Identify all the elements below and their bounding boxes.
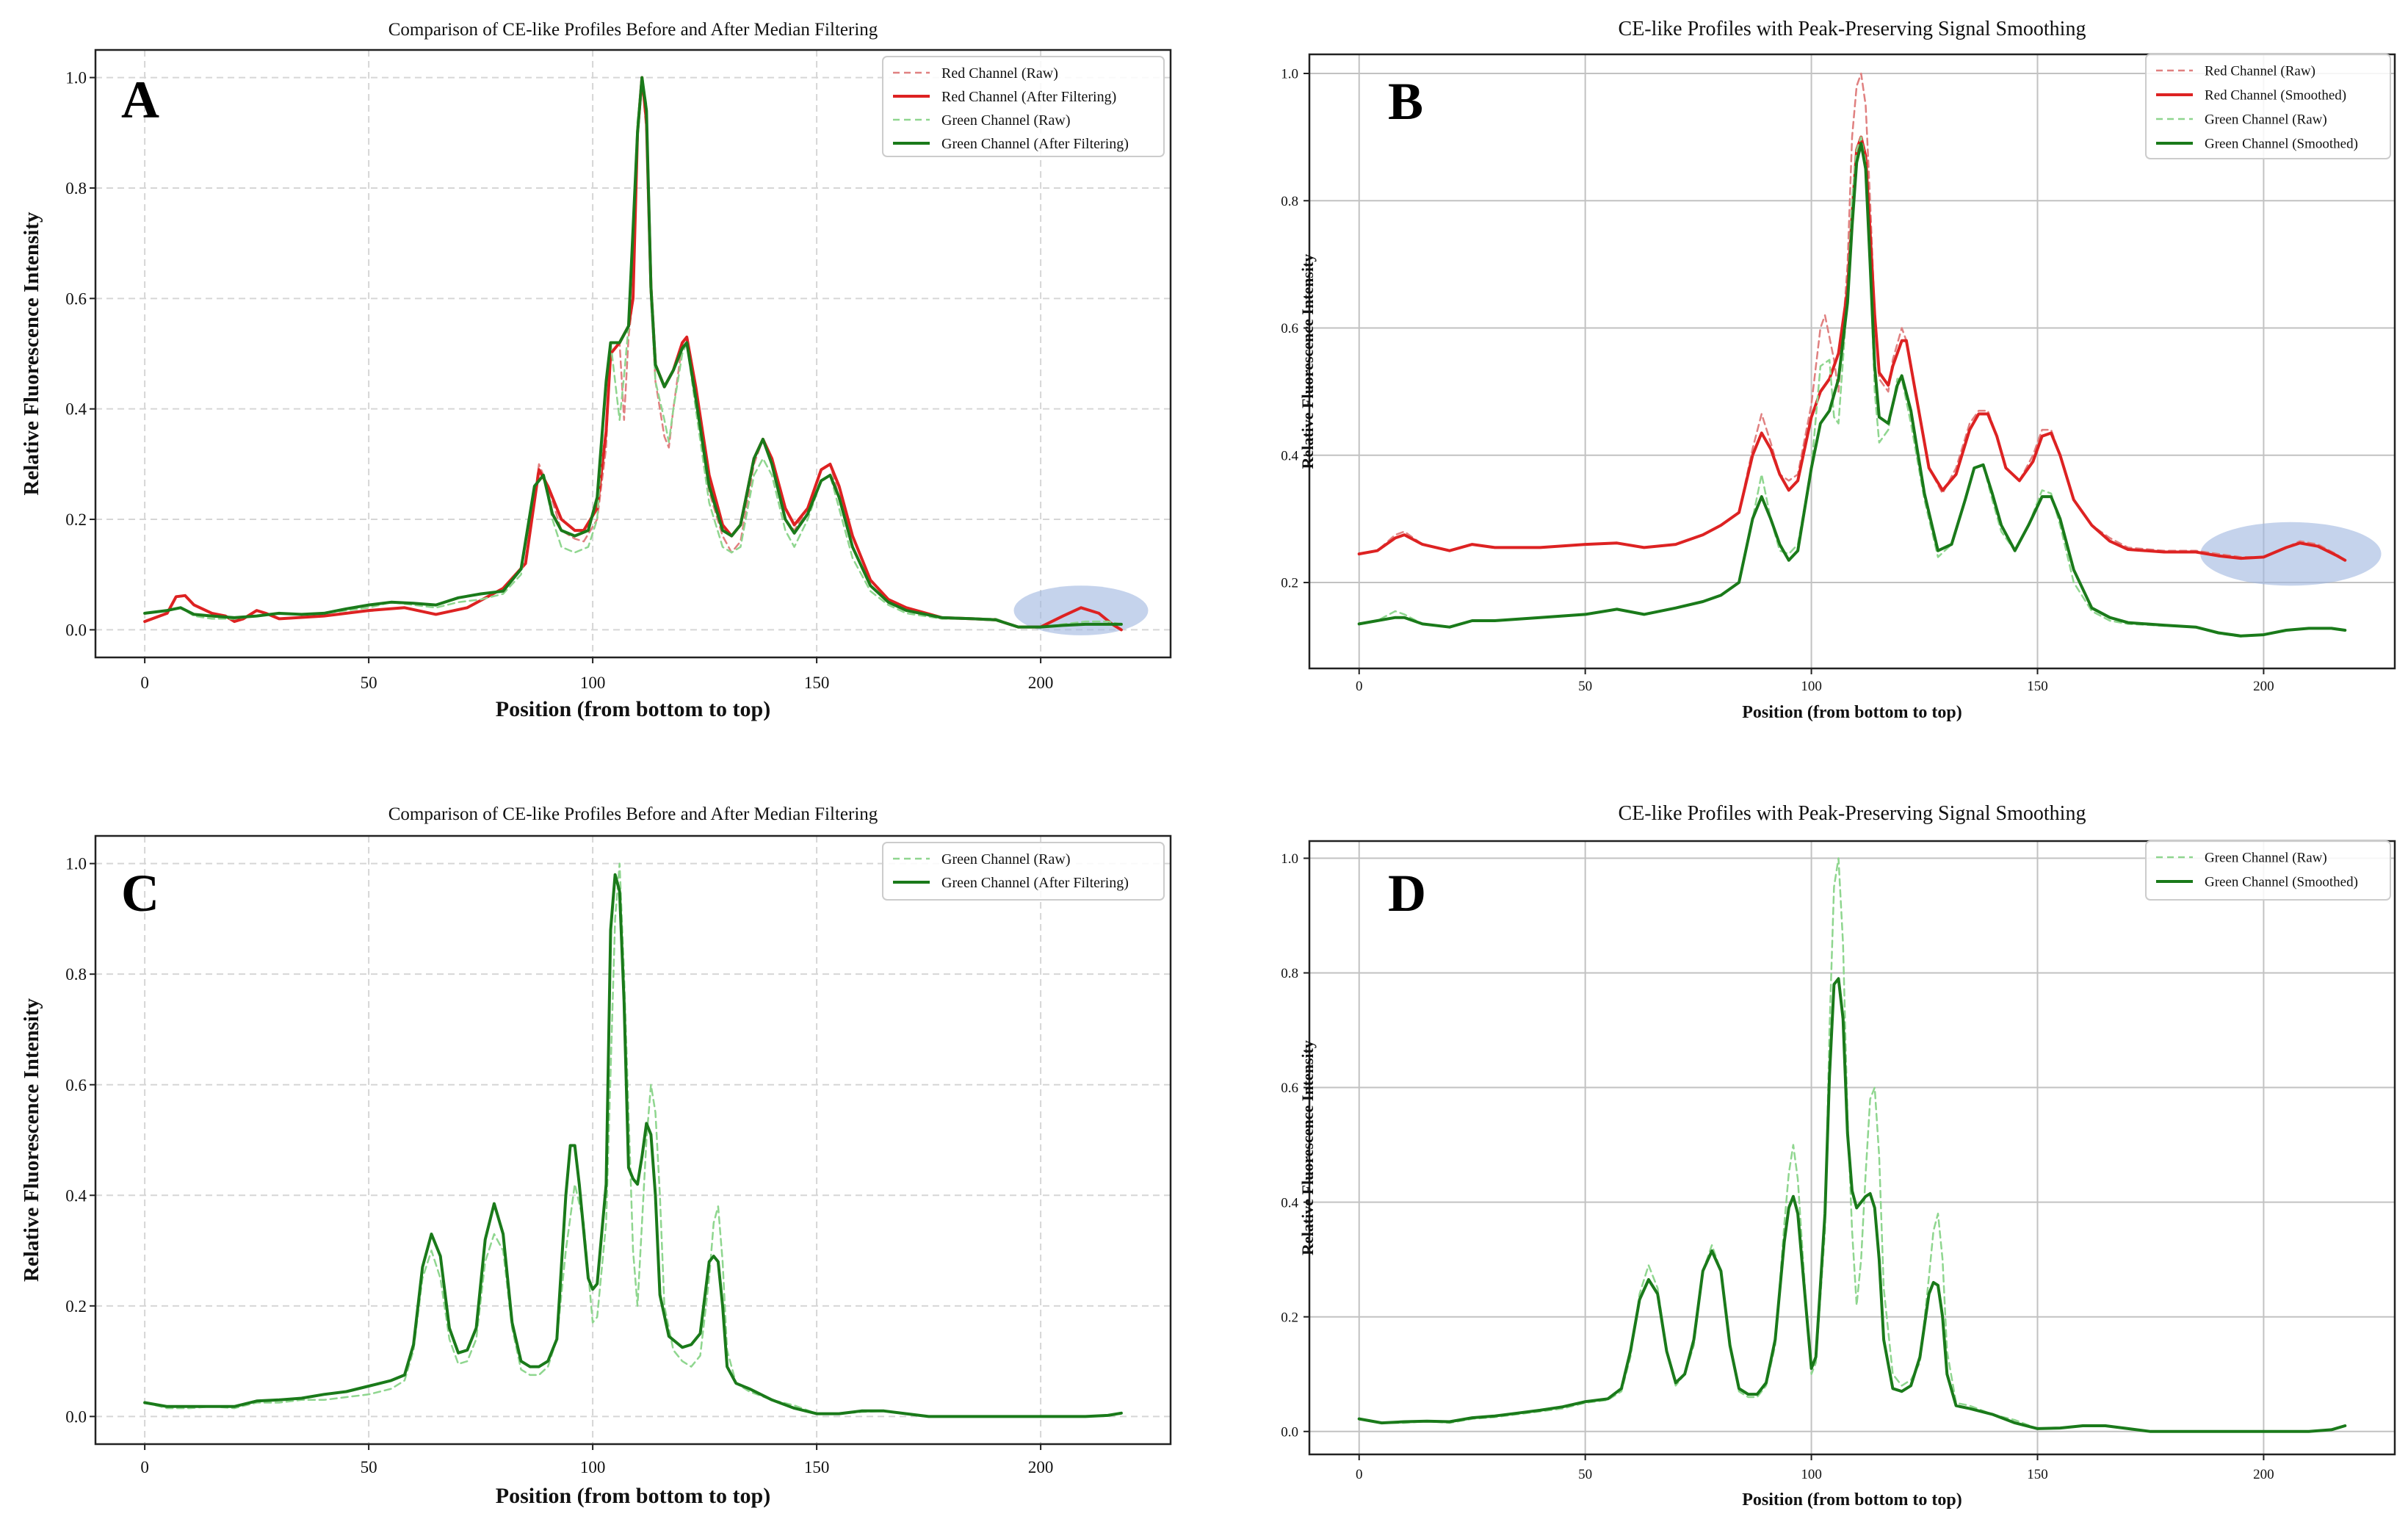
series-line-red-channel-smoothed: [1357, 135, 2347, 562]
panel-c: 0 50 100 150 200 0.0 0.2 0.4 0.6 0.8 1.0 Comparison…: [20, 804, 1172, 1508]
x-axis-label: Position (from bottom to top): [1742, 703, 1962, 722]
x-axis-label: Position (from bottom to top): [496, 697, 770, 721]
legend-box: [2145, 840, 2391, 901]
plot-frame: [1308, 840, 2396, 1456]
panel-letter: C: [121, 864, 159, 923]
x-tick-label: 200: [1028, 1458, 1054, 1476]
y-axis-label: Relative Fluorescence Intensity: [20, 998, 43, 1282]
panel-d: 0 50 100 150 200 0.0 0.2 0.4 0.6 0.8 1.0 CE-like Pr…: [1281, 802, 2396, 1509]
y-axis-label: Relative Fluorescence Intensity: [1298, 254, 1317, 469]
y-tick-label: 0.2: [65, 511, 87, 529]
y-tick-label: 0.6: [65, 1076, 87, 1094]
x-tick-label: 50: [361, 1458, 377, 1476]
series-line-red-channel-after-filtering: [143, 76, 1123, 632]
y-tick-label: 0.4: [65, 400, 87, 419]
x-tick-label: 100: [580, 674, 606, 692]
x-axis-label: Position (from bottom to top): [1742, 1490, 1962, 1509]
legend-box: [2145, 54, 2391, 159]
panel-b: 0 50 100 150 200 0.2 0.4 0.6 0.8 1.0 CE-like Profi…: [1281, 18, 2396, 722]
x-tick-label: 150: [804, 1458, 830, 1476]
x-tick-label: 0: [1356, 679, 1363, 694]
plot-frame: [94, 834, 1172, 1446]
y-tick-label: 0.4: [1281, 448, 1298, 463]
y-tick-label: 1.0: [65, 855, 87, 873]
y-tick-label: 0.0: [65, 621, 87, 639]
x-tick-label: 150: [2027, 679, 2048, 694]
legend-box: [882, 842, 1165, 901]
legend: Green Channel (Raw) Green Channel (After …: [882, 842, 1165, 901]
plot-frame: [1308, 53, 2396, 670]
series-line-green-channel-smoothed: [1357, 142, 2347, 638]
legend-label: Red Channel (After Filtering): [941, 89, 1116, 105]
panel-letter: B: [1388, 72, 1423, 131]
highlight-ellipse: [2200, 522, 2382, 586]
y-tick-label: 0.8: [1281, 966, 1298, 981]
series-line-green-channel-raw: [1358, 857, 2346, 1433]
series-line-green-channel-raw: [143, 76, 1123, 628]
x-tick-label: 100: [1801, 1467, 1822, 1482]
chart-title: Comparison of CE-like Profiles Before an…: [388, 804, 878, 824]
y-tick-label: 0.0: [65, 1407, 87, 1426]
plot-frame: [94, 48, 1172, 659]
y-tick-label: 0.6: [65, 289, 87, 308]
y-tick-label: 1.0: [1281, 67, 1298, 82]
legend-label: Green Channel (Smoothed): [2205, 137, 2358, 152]
x-tick-label: 200: [1028, 674, 1054, 692]
y-tick-label: 0.2: [1281, 576, 1298, 591]
legend-label: Red Channel (Raw): [941, 65, 1058, 82]
x-tick-label: 50: [1578, 1467, 1592, 1482]
x-tick-label: 50: [1578, 679, 1592, 694]
panel-letter: A: [121, 71, 159, 129]
y-tick-label: 0.6: [1281, 321, 1298, 336]
series-line-green-channel-smoothed: [1357, 977, 2347, 1433]
legend-label: Green Channel (Raw): [941, 112, 1071, 129]
series-line-green-channel-after-filtering: [143, 76, 1123, 629]
legend-box: [882, 56, 1165, 157]
x-tick-label: 0: [140, 674, 149, 692]
y-tick-label: 0.8: [65, 179, 87, 198]
y-axis-label: Relative Fluorescence Intensity: [1298, 1040, 1317, 1255]
y-tick-label: 0.4: [1281, 1195, 1298, 1211]
y-tick-label: 0.4: [65, 1186, 87, 1205]
legend-label: Red Channel (Raw): [2205, 64, 2315, 79]
legend-label: Green Channel (Smoothed): [2205, 875, 2358, 890]
x-tick-label: 0: [140, 1458, 149, 1476]
y-tick-label: 0.8: [65, 965, 87, 984]
y-tick-label: 0.8: [1281, 194, 1298, 209]
x-tick-label: 100: [580, 1458, 606, 1476]
chart-title: Comparison of CE-like Profiles Before an…: [388, 20, 878, 40]
legend-label: Green Channel (After Filtering): [941, 875, 1129, 891]
x-tick-label: 200: [2253, 679, 2274, 694]
x-tick-label: 200: [2253, 1467, 2274, 1482]
y-tick-label: 0.2: [65, 1297, 87, 1316]
chart-title: CE-like Profiles with Peak-Preserving Si…: [1619, 802, 2086, 825]
y-tick-label: 0.0: [1281, 1424, 1298, 1440]
legend: Red Channel (Raw) Red Channel (Smoothed) G…: [2145, 54, 2391, 159]
legend-label: Red Channel (Smoothed): [2205, 88, 2346, 104]
series-line-green-channel-after-filtering: [143, 873, 1123, 1418]
x-tick-label: 100: [1801, 679, 1822, 694]
series-line-red-channel-raw: [143, 76, 1123, 631]
x-tick-label: 50: [361, 674, 377, 692]
legend: Red Channel (Raw) Red Channel (After Filt…: [882, 56, 1165, 157]
chart-title: CE-like Profiles with Peak-Preserving Si…: [1619, 18, 2086, 40]
legend-label: Green Channel (Raw): [2205, 851, 2327, 866]
panel-letter: D: [1388, 864, 1426, 923]
y-tick-label: 1.0: [1281, 851, 1298, 867]
y-tick-label: 0.2: [1281, 1310, 1298, 1325]
y-tick-label: 1.0: [65, 69, 87, 87]
x-axis-label: Position (from bottom to top): [496, 1484, 770, 1508]
y-axis-label: Relative Fluorescence Intensity: [20, 212, 43, 496]
x-tick-label: 150: [2027, 1467, 2048, 1482]
legend-label: Green Channel (After Filtering): [941, 136, 1129, 152]
x-tick-label: 150: [804, 674, 830, 692]
legend: Green Channel (Raw) Green Channel (Smooth…: [2145, 840, 2391, 901]
series-line-green-channel-raw: [143, 862, 1123, 1418]
y-tick-label: 0.6: [1281, 1081, 1298, 1096]
x-tick-label: 0: [1356, 1467, 1363, 1482]
panel-a: 0 50 100 150 200 0.0 0.2 0.4 0.6 0.8 1.0 Comparison…: [20, 20, 1172, 721]
legend-label: Green Channel (Raw): [941, 851, 1071, 868]
legend-label: Green Channel (Raw): [2205, 112, 2327, 128]
